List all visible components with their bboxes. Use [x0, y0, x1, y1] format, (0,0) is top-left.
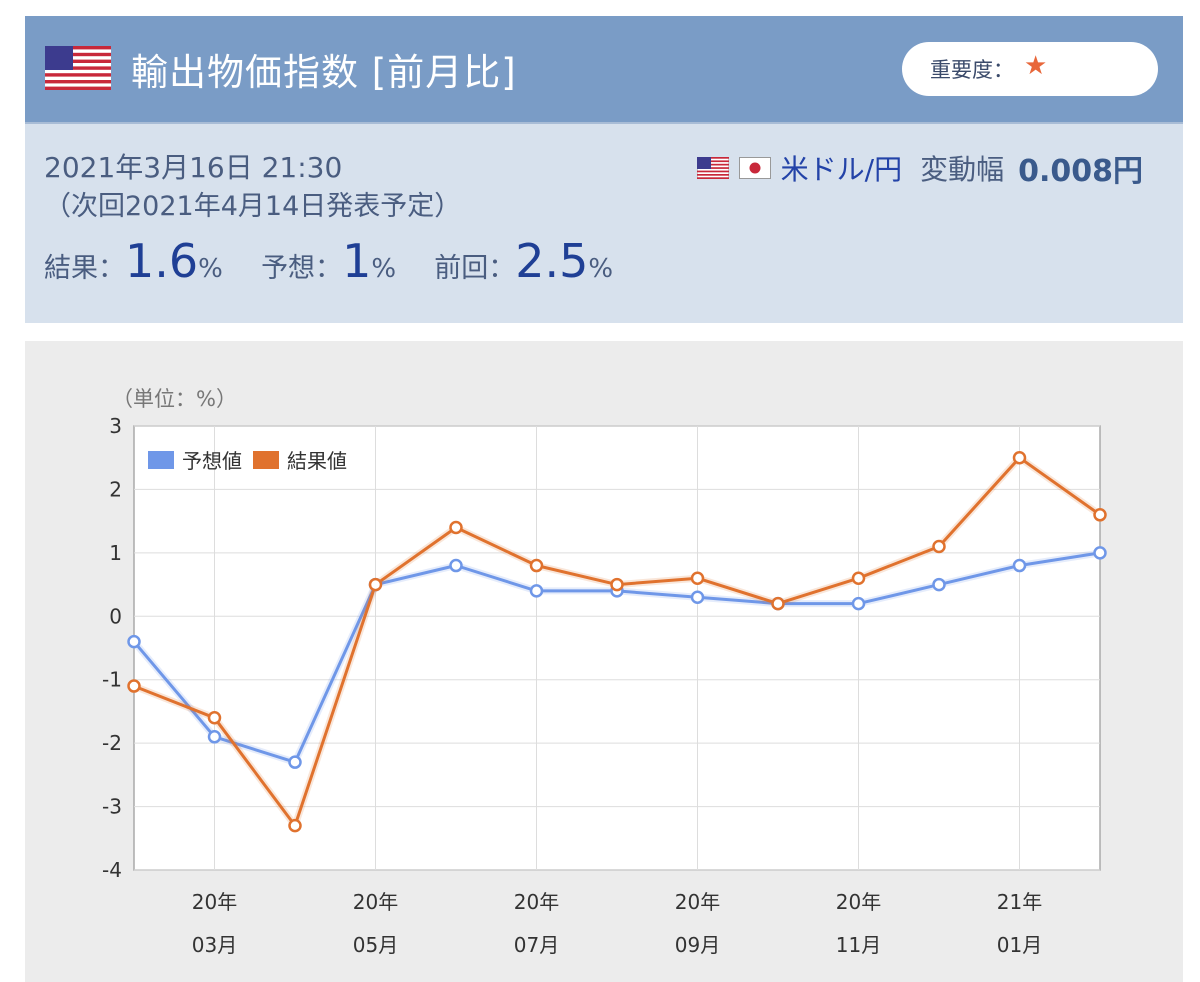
result-unit: % — [198, 254, 223, 284]
y-tick-label: -4 — [102, 858, 122, 882]
results-row: 結果：1.6% 予想：1% 前回：2.5% — [44, 234, 613, 288]
y-tick-label: 3 — [109, 414, 122, 438]
x-tick-year: 20年 — [353, 890, 398, 914]
us-flag-icon — [45, 46, 111, 90]
result-series-point — [851, 571, 866, 585]
result-series-point — [127, 679, 141, 693]
y-tick-label: -1 — [102, 668, 122, 692]
line-chart: 3 2 1 0 -1 -2 -3 -4 20年 03月 20年 05月 20年 07月 20年 09月 20年 1… — [102, 387, 1107, 957]
forecast-series-point — [288, 755, 302, 769]
x-tick-month: 05月 — [353, 933, 398, 957]
forecast-series-point — [127, 634, 141, 649]
legend-swatch — [146, 449, 176, 471]
importance-label: 重要度： — [930, 58, 1014, 82]
us-flag-icon — [696, 157, 729, 179]
fx-change: 米ドル/円 変動幅 0.008円 — [696, 146, 1143, 190]
result-series-point — [932, 539, 946, 554]
jp-flag-icon — [738, 157, 771, 179]
previous-unit: % — [588, 254, 614, 284]
unit-label: （単位：%） — [112, 387, 237, 411]
forecast-label: 予想： — [261, 253, 343, 284]
y-tick-label: 0 — [109, 604, 122, 628]
forecast-series-point — [1093, 546, 1107, 560]
chart-container: 3 2 1 0 -1 -2 -3 -4 20年 03月 20年 05月 20年 07月 20年 09月 20年 1… — [25, 341, 1183, 982]
result-value: 1.6 — [125, 234, 199, 288]
star-icon: ★ — [1024, 51, 1048, 81]
y-tick-label: 1 — [109, 541, 122, 565]
release-info-panel: 2021年3月16日 21:30 （次回2021年4月14日発表予定） 結果：1… — [25, 122, 1183, 323]
importance-badge: 重要度： ★ — [902, 42, 1158, 96]
x-tick-year: 20年 — [192, 890, 237, 914]
x-tick-year: 20年 — [675, 890, 720, 914]
x-tick-month: 09月 — [675, 933, 720, 957]
result-series-point — [207, 711, 222, 725]
previous-label: 前回： — [434, 253, 516, 284]
result-series-point — [1093, 508, 1107, 522]
forecast-value: 1 — [342, 234, 372, 288]
x-tick-month: 01月 — [997, 933, 1042, 957]
change-label: 変動幅 — [920, 153, 1005, 186]
legend-label: 結果値 — [287, 449, 347, 473]
forecast-series-point — [529, 584, 544, 598]
currency-pair-link[interactable]: 米ドル/円 — [780, 153, 903, 186]
x-tick-month: 11月 — [836, 933, 881, 957]
previous-value: 2.5 — [515, 234, 589, 288]
x-tick-year: 20年 — [514, 890, 559, 914]
change-value: 0.008円 — [1018, 154, 1143, 189]
result-series-point — [690, 571, 705, 585]
x-tick-month: 03月 — [192, 933, 237, 957]
result-series-point — [771, 596, 785, 611]
result-series-point — [610, 577, 624, 592]
x-tick-year: 20年 — [836, 890, 881, 914]
forecast-unit: % — [371, 254, 397, 284]
result-series-point — [288, 818, 302, 833]
release-datetime: 2021年3月16日 21:30 — [44, 151, 343, 184]
forecast-series-point — [1012, 558, 1027, 573]
result-series-point — [368, 577, 383, 592]
indicator-header: 輸出物価指数 [前月比] 重要度： ★ — [25, 16, 1183, 122]
y-tick-label: -2 — [102, 731, 122, 755]
forecast-series-point — [690, 590, 705, 605]
x-tick-year: 21年 — [997, 890, 1042, 914]
plot-area — [133, 425, 1101, 871]
result-label: 結果： — [44, 253, 125, 284]
page-title: 輸出物価指数 [前月比] — [131, 51, 517, 94]
forecast-series-point — [449, 558, 463, 573]
y-tick-label: 2 — [109, 477, 122, 501]
y-tick-label: -3 — [102, 795, 122, 819]
next-release: （次回2021年4月14日発表予定） — [44, 191, 462, 222]
forecast-series-point — [851, 596, 866, 611]
legend-label: 予想値 — [182, 449, 242, 473]
x-tick-month: 07月 — [514, 933, 559, 957]
forecast-series-point — [932, 577, 946, 592]
result-series-point — [529, 558, 544, 573]
forecast-series-point — [207, 730, 222, 744]
result-series-point — [449, 520, 463, 535]
result-series-point — [1012, 450, 1027, 465]
legend-swatch — [251, 449, 281, 471]
